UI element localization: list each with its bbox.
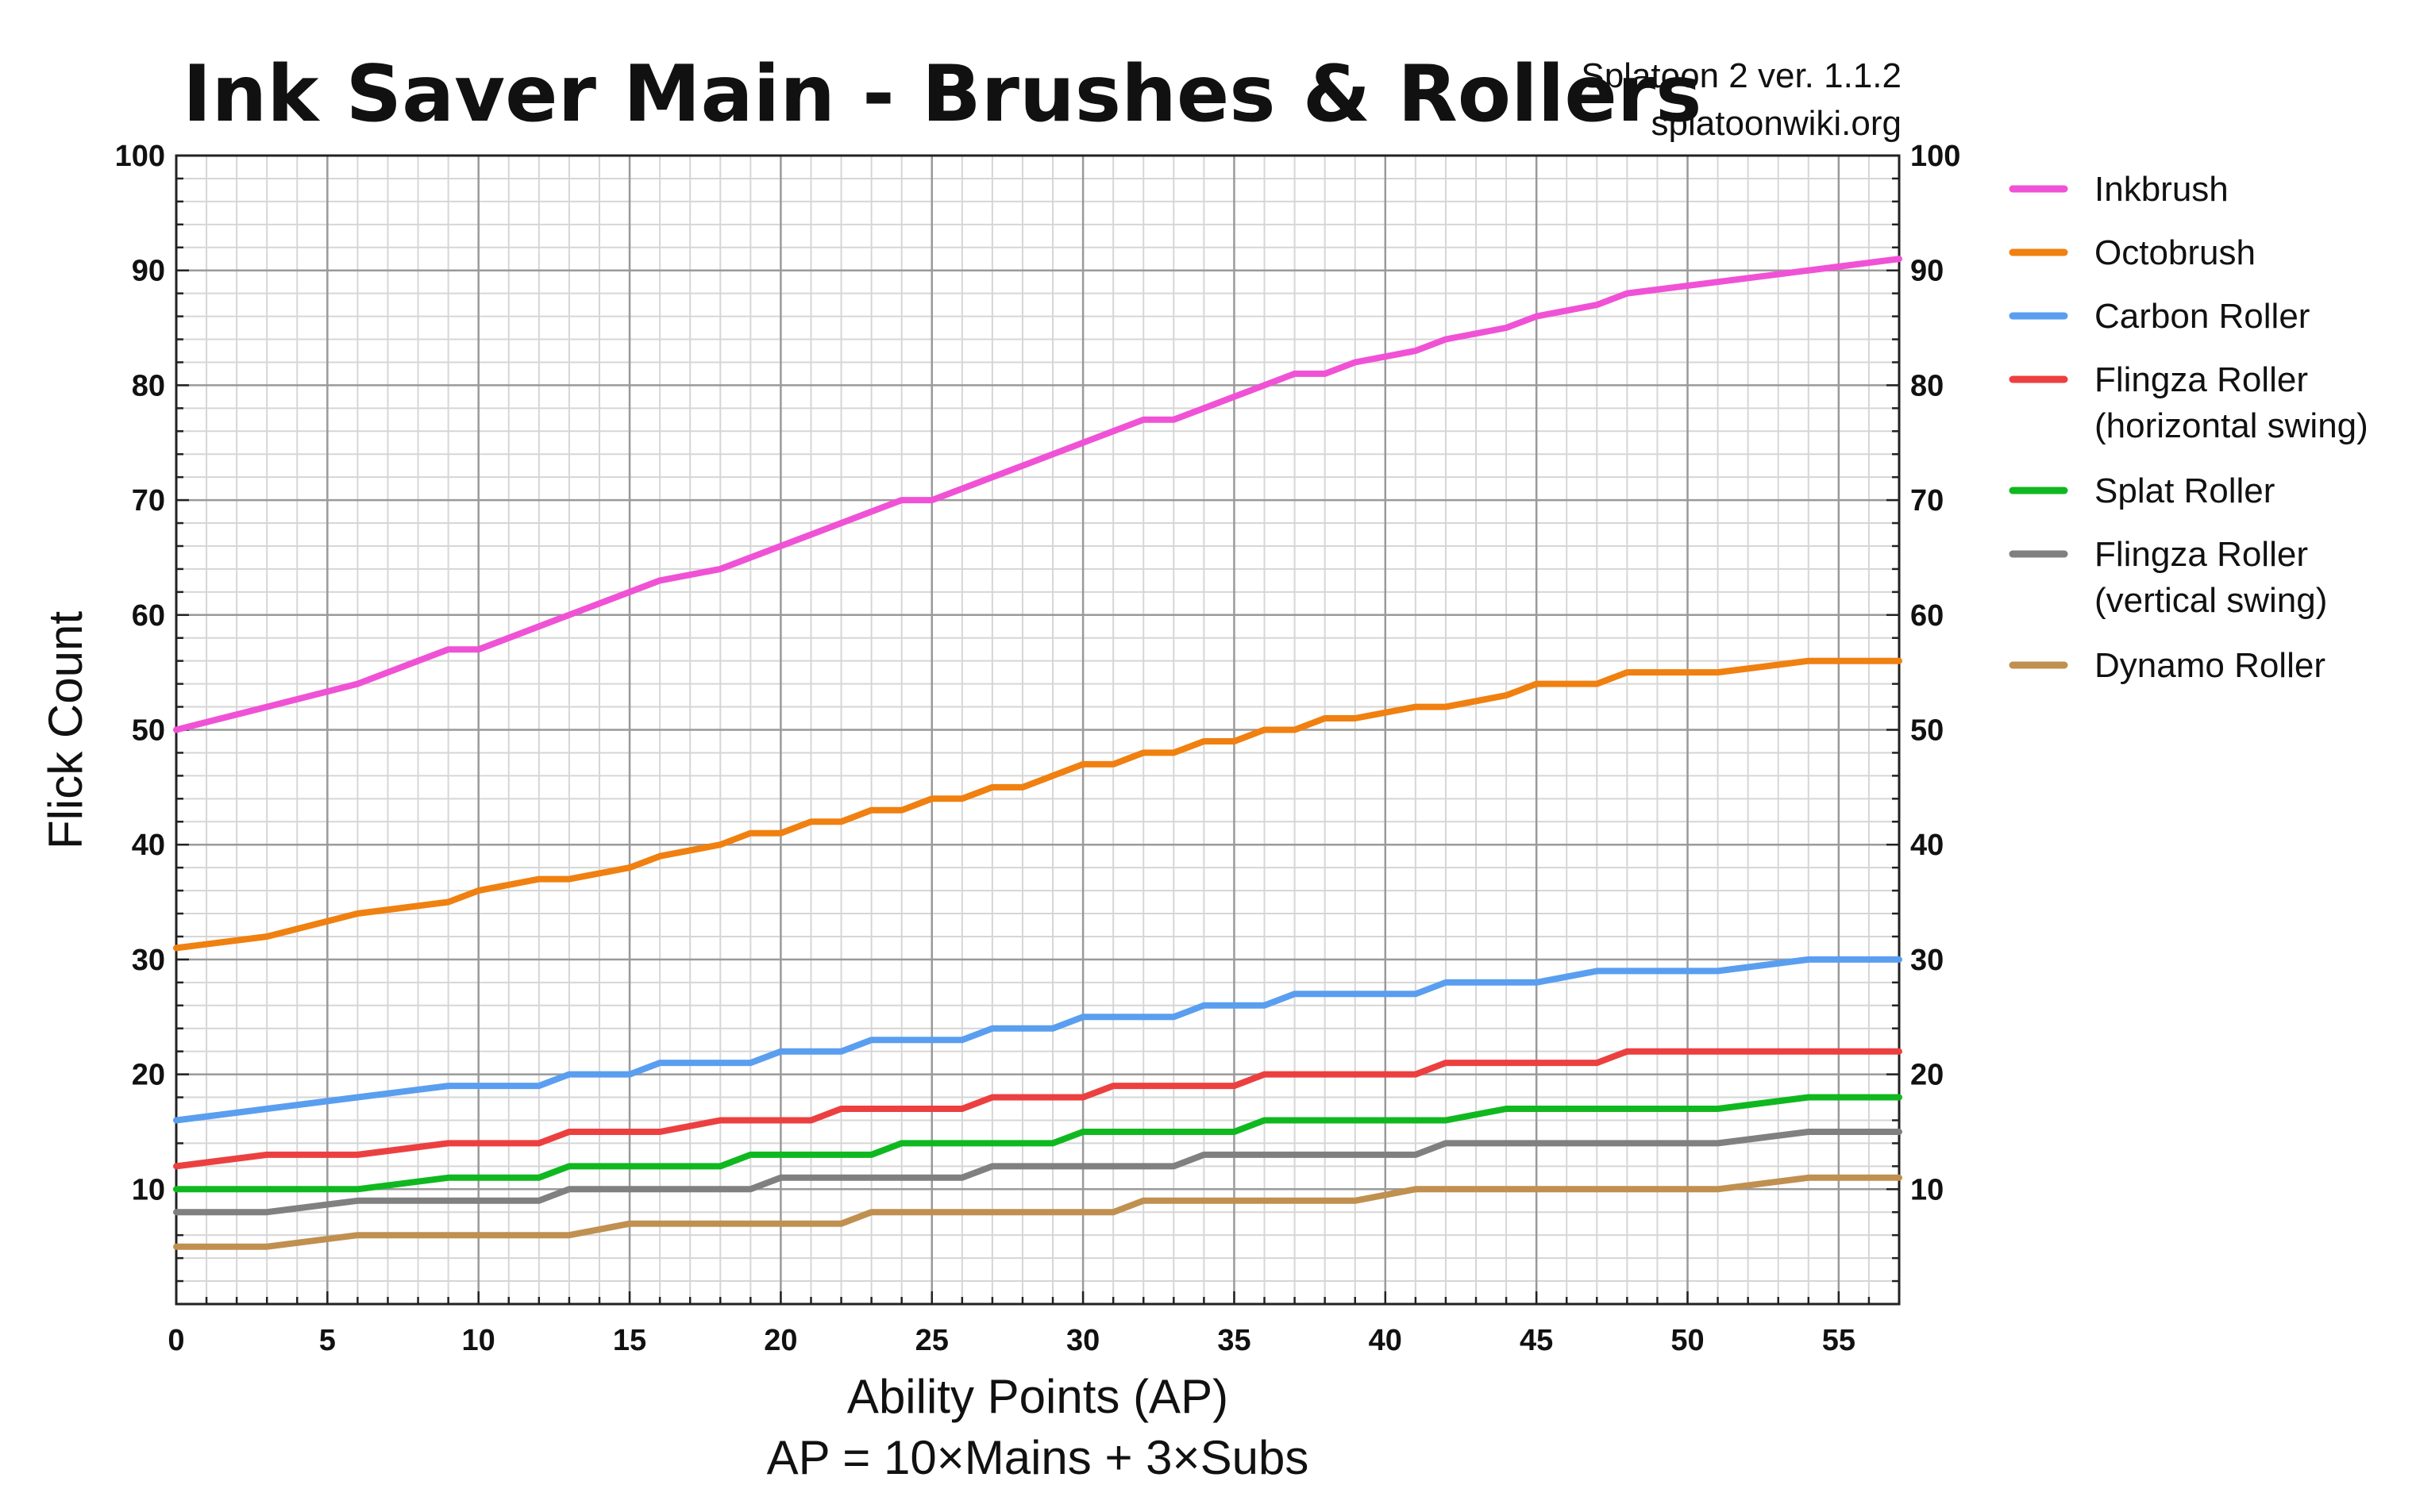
- credit-version: Splatoon 2 ver. 1.1.2: [1581, 56, 1902, 95]
- y-tick-label-left: 80: [132, 369, 165, 402]
- y-tick-label-left: 10: [132, 1173, 165, 1206]
- series-line-5: [173, 1129, 1902, 1216]
- y-tick-label-right: 60: [1910, 599, 1944, 633]
- legend-label: Inkbrush: [2094, 170, 2229, 209]
- legend-label: Flingza Roller: [2094, 360, 2308, 399]
- legend: Inkbrush Octobrush Carbon Roller Flingza Ro…: [2009, 170, 2368, 685]
- y-tick-label-left: 60: [132, 599, 165, 633]
- x-tick-label: 25: [915, 1324, 949, 1357]
- legend-label: Splat Roller: [2094, 471, 2275, 510]
- legend-label: Dynamo Roller: [2094, 646, 2325, 685]
- legend-label: Flingza Roller: [2094, 535, 2308, 574]
- x-tick-label: 20: [764, 1324, 797, 1357]
- y-tick-label-left: 20: [132, 1059, 165, 1092]
- x-tick-label: 10: [462, 1324, 495, 1357]
- y-tick-label-left: 90: [132, 255, 165, 288]
- x-tick-label: 55: [1822, 1324, 1855, 1357]
- y-tick-label-right: 90: [1910, 255, 1944, 288]
- y-tick-label-right: 30: [1910, 944, 1944, 977]
- x-axis-formula: AP = 10×Mains + 3×Subs: [767, 1431, 1309, 1484]
- y-tick-label-left: 30: [132, 944, 165, 977]
- series-line-4: [173, 1094, 1902, 1193]
- x-tick-label: 30: [1066, 1324, 1100, 1357]
- series-line-0: [173, 256, 1902, 733]
- series-line-2: [173, 956, 1902, 1124]
- y-tick-label-right: 10: [1910, 1173, 1944, 1206]
- series-line-1: [173, 657, 1902, 952]
- credit-site: splatoonwiki.org: [1651, 104, 1902, 143]
- legend-label-line2: (vertical swing): [2094, 581, 2327, 620]
- series-line-6: [173, 1174, 1902, 1250]
- grid: [175, 154, 1900, 1305]
- y-tick-label-right: 80: [1910, 369, 1944, 402]
- legend-label: Octobrush: [2094, 233, 2256, 272]
- legend-label-line2: (horizontal swing): [2094, 406, 2368, 445]
- x-tick-label: 40: [1369, 1324, 1402, 1357]
- x-tick-label: 35: [1217, 1324, 1250, 1357]
- x-tick-label: 15: [613, 1324, 646, 1357]
- x-tick-label: 45: [1520, 1324, 1553, 1357]
- chart-title: Ink Saver Main - Brushes & Rollers: [183, 49, 1701, 140]
- x-tick-label: 5: [319, 1324, 336, 1357]
- legend-label: Carbon Roller: [2094, 297, 2310, 336]
- x-axis-label: Ability Points (AP): [847, 1370, 1228, 1423]
- y-axis-label: Flick Count: [39, 611, 92, 849]
- tick-labels: 0 5 10 15 20 25 30 35 40 45 50 55 10 10 20 20 30 30 40 40 50…: [115, 140, 1961, 1357]
- series-line-3: [173, 1048, 1902, 1170]
- x-tick-label: 50: [1670, 1324, 1704, 1357]
- y-tick-label-right: 50: [1910, 714, 1944, 748]
- y-tick-label-right: 20: [1910, 1059, 1944, 1092]
- x-tick-label: 0: [168, 1324, 184, 1357]
- y-tick-label-left: 70: [132, 484, 165, 517]
- y-tick-label-right: 70: [1910, 484, 1944, 517]
- y-tick-label-right: 40: [1910, 829, 1944, 862]
- y-tick-label-left: 100: [115, 140, 165, 173]
- y-tick-label-right: 100: [1910, 140, 1960, 173]
- series-lines: [173, 256, 1902, 1250]
- y-tick-label-left: 40: [132, 829, 165, 862]
- y-tick-label-left: 50: [132, 714, 165, 748]
